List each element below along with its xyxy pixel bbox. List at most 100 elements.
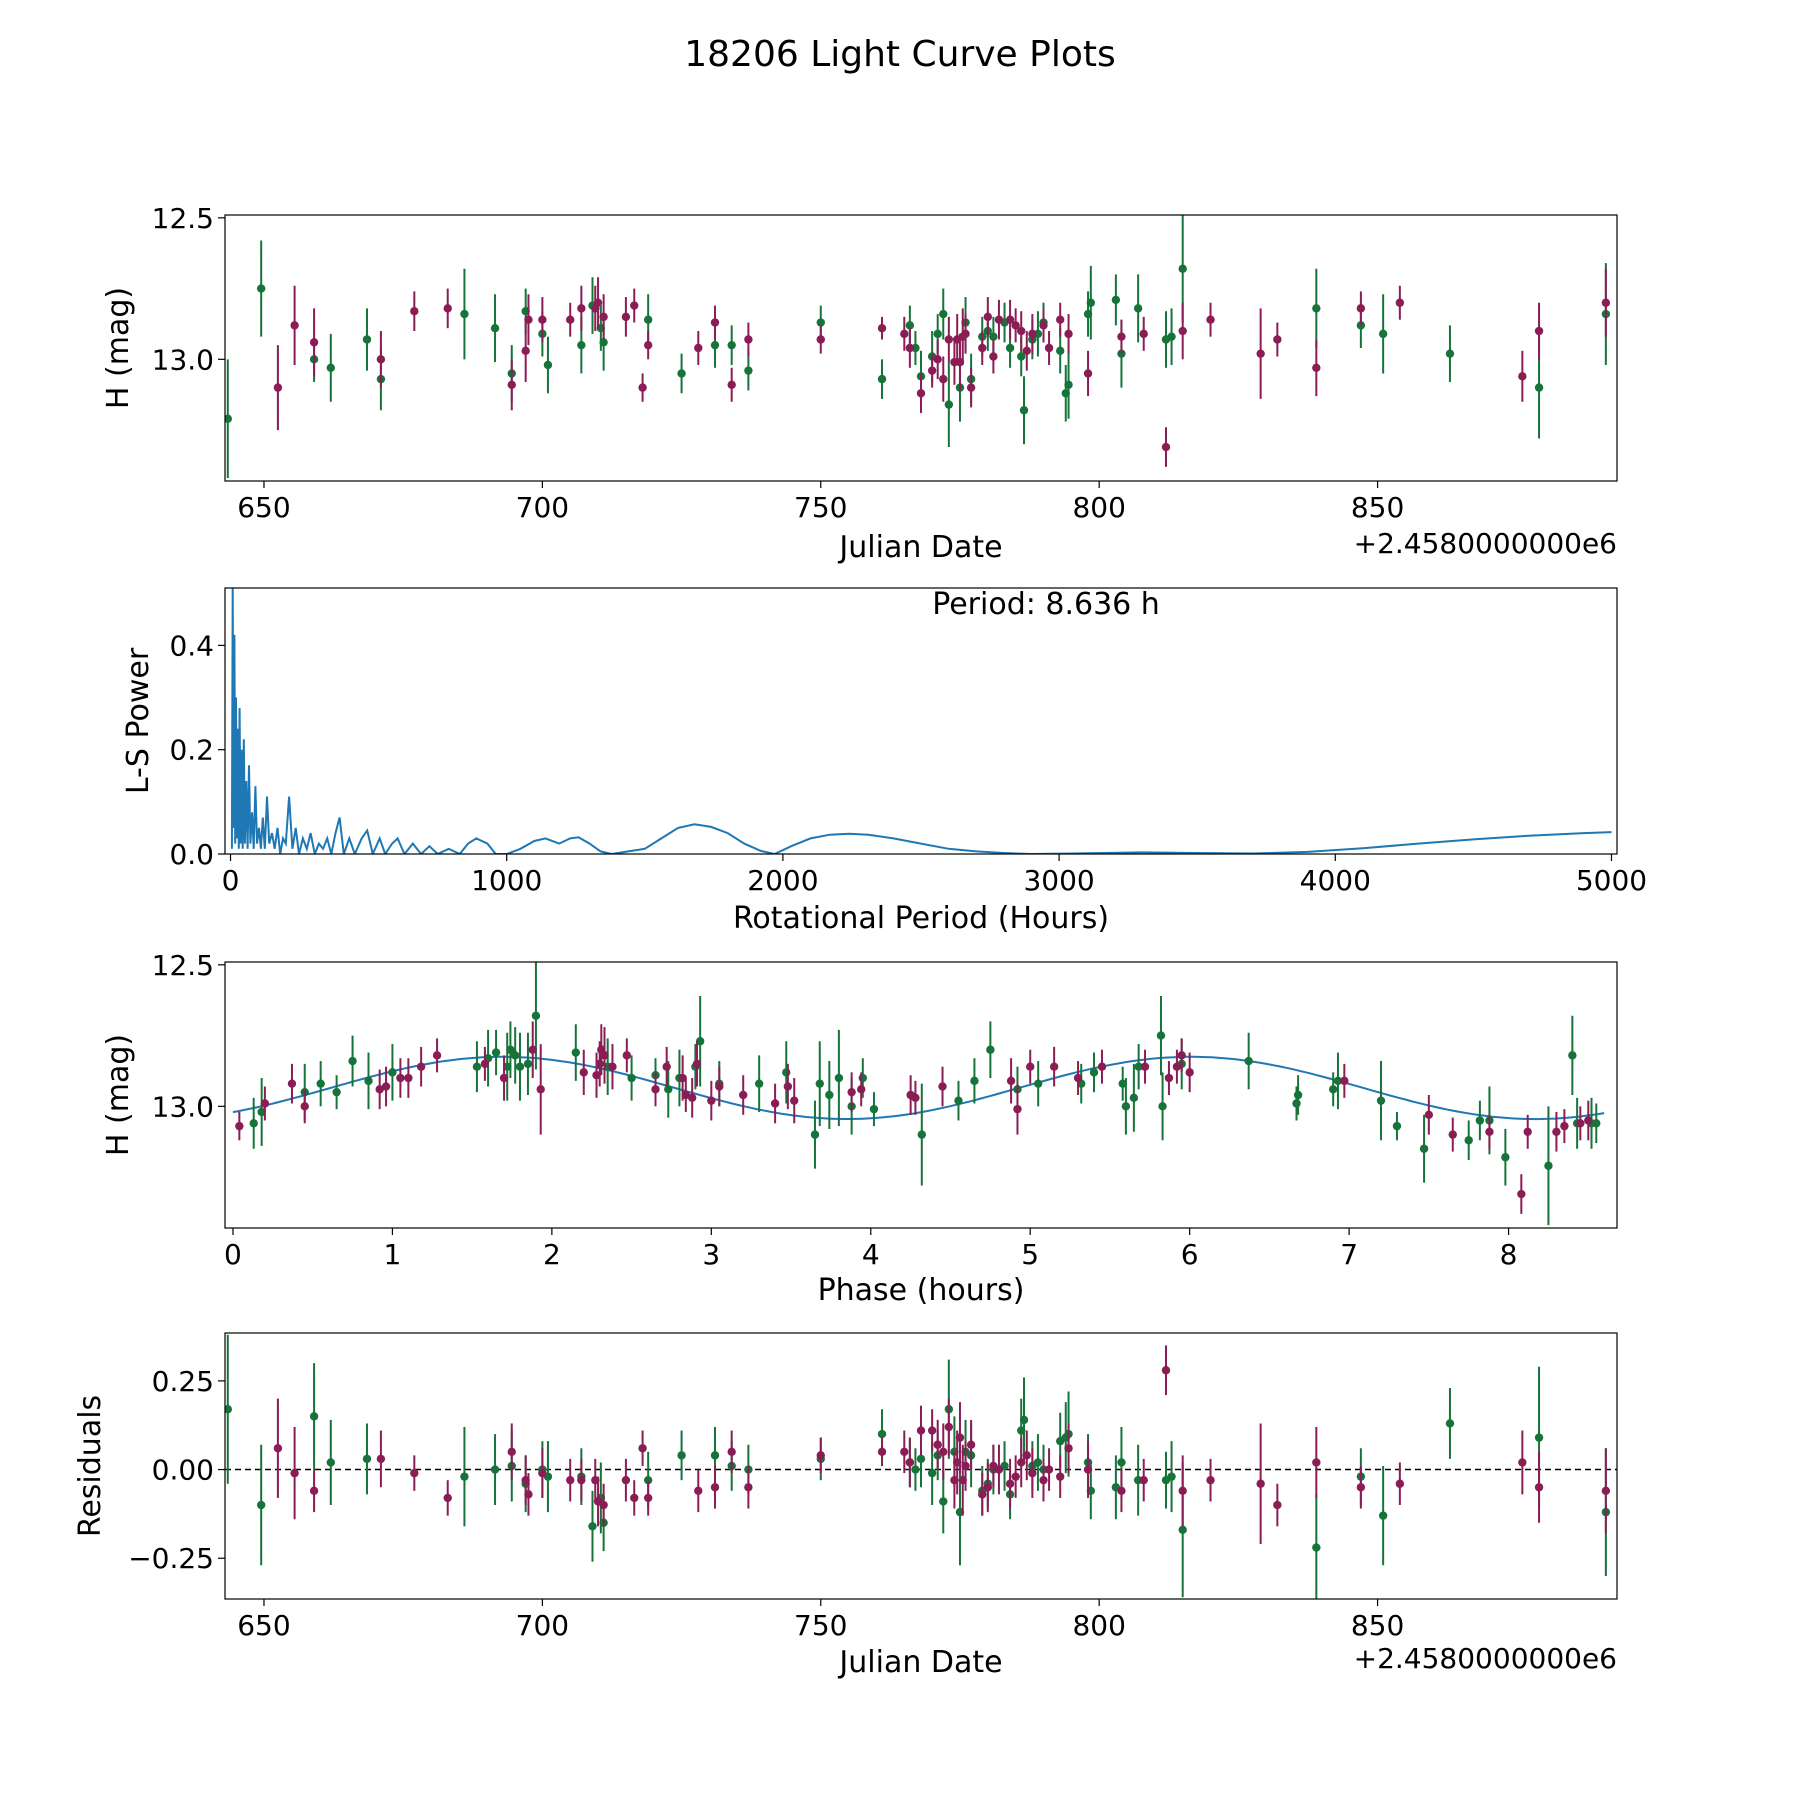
data-point [707, 1096, 716, 1105]
data-point [939, 374, 948, 384]
data-point [1517, 1189, 1526, 1199]
data-point [443, 304, 452, 313]
data-point [290, 1468, 299, 1478]
data-point [1056, 315, 1065, 324]
data-point [1083, 369, 1093, 378]
data-point [364, 1076, 373, 1086]
data-point [249, 1119, 258, 1128]
data-point [472, 1062, 482, 1071]
data-point [1013, 1104, 1022, 1114]
x-tick-label: 800 [1072, 1609, 1125, 1642]
data-point [1005, 343, 1015, 353]
data-point [927, 366, 937, 375]
data-point [273, 383, 283, 392]
data-point [416, 1062, 426, 1071]
data-point [1592, 1119, 1601, 1128]
residuals-ylabel: Residuals [73, 1395, 108, 1537]
data-point [869, 1104, 879, 1114]
data-point [1006, 1076, 1016, 1086]
data-point [577, 340, 586, 350]
data-point [877, 1447, 887, 1457]
residuals-ticks: 650 700 750 800 850 0.25 0.00 −0.25 [128, 1365, 1404, 1642]
data-point [225, 1405, 232, 1414]
data-point [710, 1451, 720, 1460]
data-point [905, 343, 915, 353]
data-point [1485, 1127, 1494, 1136]
periodogram-ylabel: L-S Power [121, 647, 156, 794]
data-point [954, 1096, 963, 1105]
data-point [1340, 1076, 1349, 1086]
data-point [961, 1461, 970, 1471]
data-point [595, 1059, 604, 1069]
data-point [1167, 1472, 1176, 1481]
data-point [1544, 1161, 1553, 1170]
data-point [917, 1130, 926, 1139]
data-point [770, 1099, 780, 1108]
period-annotation: Period: 8.636 h [932, 587, 1160, 622]
data-point [460, 1472, 469, 1481]
residuals-xlabel: Julian Date [837, 1645, 1002, 1680]
data-point [1552, 1127, 1561, 1136]
data-point [939, 309, 948, 319]
data-point [710, 318, 720, 327]
data-point [978, 343, 987, 353]
data-point [480, 1059, 490, 1069]
data-point [290, 321, 299, 330]
data-point [1576, 1119, 1585, 1128]
data-point [507, 1447, 516, 1457]
data-point [460, 309, 469, 319]
data-point [1464, 1136, 1473, 1145]
lightcurve-panel: 650 700 750 800 850 12.5 13.0 Julian Date H (m… [101, 202, 1618, 565]
x-tick-label: 8 [1500, 1238, 1518, 1271]
x-tick-label: 7 [1340, 1238, 1358, 1271]
data-point [905, 1458, 915, 1467]
data-point [1185, 1068, 1194, 1077]
data-point [1017, 352, 1026, 361]
data-point [531, 1011, 541, 1020]
data-point [1523, 1127, 1532, 1136]
data-point [599, 338, 608, 347]
data-point [566, 315, 575, 324]
data-point [600, 1051, 609, 1060]
data-point [638, 383, 647, 392]
data-point [1534, 1483, 1544, 1492]
data-point [316, 1079, 325, 1088]
data-point [966, 1440, 976, 1449]
data-point [1073, 1073, 1083, 1083]
data-point [1167, 332, 1176, 341]
residuals-x-offset-label: +2.4580000000e6 [1354, 1642, 1617, 1675]
data-point [1534, 326, 1544, 336]
data-point [1584, 1116, 1593, 1125]
data-point [1011, 1472, 1020, 1481]
data-point [404, 1073, 413, 1083]
data-point [1121, 1102, 1131, 1111]
data-point [1601, 298, 1611, 307]
data-point [994, 1465, 1004, 1474]
data-point [783, 1082, 793, 1091]
residuals-panel: 650 700 750 800 850 0.25 0.00 −0.25 Julian Date… [73, 1332, 1618, 1680]
data-point [916, 1426, 926, 1435]
data-point [1395, 298, 1405, 307]
data-point [1033, 1458, 1043, 1467]
phased-axes-frame [224, 961, 1618, 1229]
data-point [782, 1068, 791, 1077]
data-point [1312, 363, 1321, 373]
data-point [677, 1451, 686, 1460]
data-point [362, 335, 372, 344]
y-tick-label: 13.0 [152, 1090, 214, 1123]
data-point [627, 1073, 636, 1083]
data-point [847, 1087, 856, 1097]
data-point [1161, 1366, 1171, 1375]
data-point [309, 1412, 319, 1421]
periodogram-line [230, 588, 1612, 854]
data-point [1177, 1051, 1186, 1060]
data-point [815, 1079, 824, 1088]
data-point [621, 1475, 631, 1485]
data-point [287, 1079, 297, 1088]
data-point [273, 1444, 283, 1453]
data-point [687, 1093, 697, 1103]
data-point [521, 346, 530, 356]
data-point [630, 1493, 639, 1503]
data-point [1312, 1458, 1321, 1467]
data-point [1601, 1486, 1611, 1496]
